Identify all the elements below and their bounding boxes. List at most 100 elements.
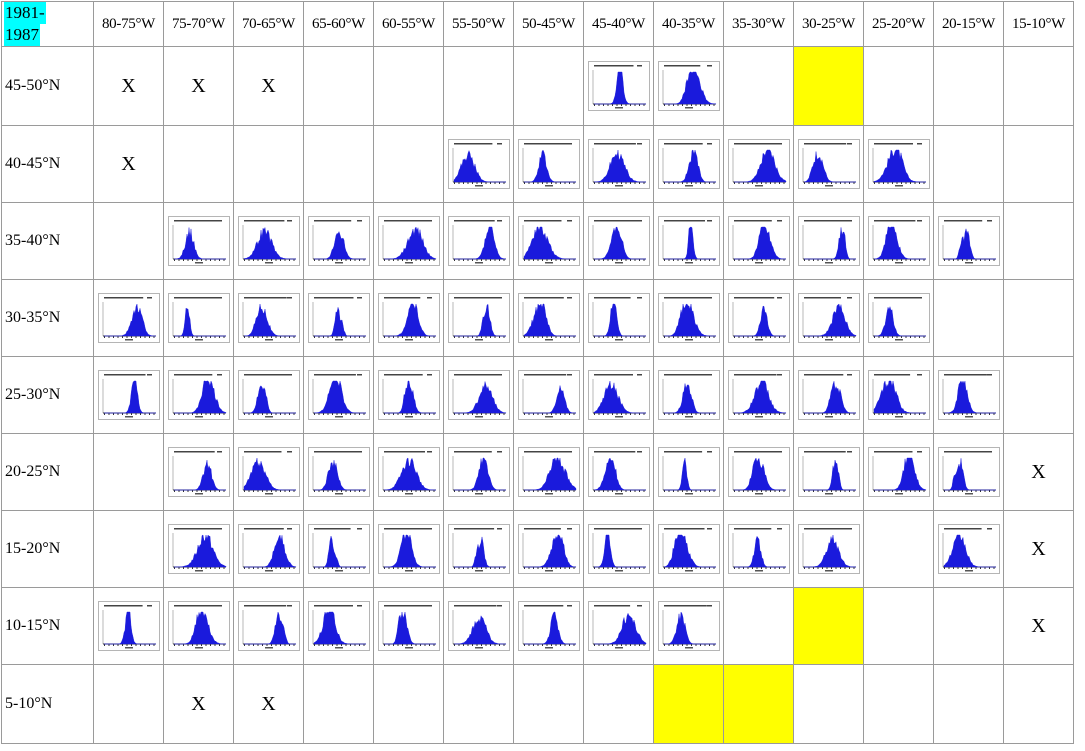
histogram-cell [863, 356, 934, 434]
histogram-cell [513, 125, 584, 203]
x-mark-cell: X [1003, 587, 1074, 665]
histogram-thumbnail [447, 524, 510, 574]
grid-row: 10-15°N X [1, 587, 1074, 665]
histogram-thumbnail [237, 293, 300, 343]
histogram-cell [793, 510, 864, 588]
histogram-cell [443, 433, 514, 511]
histogram-cell [583, 125, 654, 203]
empty-cell [303, 664, 374, 744]
histogram-cell [513, 202, 584, 280]
histogram-thumbnail [727, 447, 790, 497]
histogram-cell [303, 202, 374, 280]
grid-row: 5-10°N X X [1, 664, 1074, 744]
column-header: 70-65°W [233, 1, 304, 47]
histogram-thumbnail [657, 216, 720, 266]
grid-row: 40-45°N X [1, 125, 1074, 203]
empty-cell [1003, 46, 1074, 126]
x-mark: X [261, 74, 276, 97]
histogram-thumbnail [657, 139, 720, 189]
histogram-cell [443, 587, 514, 665]
histogram-thumbnail [587, 61, 650, 111]
empty-cell [933, 664, 1004, 744]
empty-cell [933, 125, 1004, 203]
column-header: 40-35°W [653, 1, 724, 47]
histogram-thumbnail [307, 524, 370, 574]
histogram-thumbnail [167, 524, 230, 574]
histogram-thumbnail [517, 216, 580, 266]
histogram-cell [933, 433, 1004, 511]
histogram-thumbnail [167, 293, 230, 343]
histogram-thumbnail [587, 293, 650, 343]
coverage-grid-table: 1981- 1987 80-75°W 75-70°W 70-65°W 65-60°W 6… [1, 1, 1074, 744]
histogram-cell [793, 125, 864, 203]
empty-cell [513, 46, 584, 126]
histogram-thumbnail [447, 293, 510, 343]
histogram-cell [723, 356, 794, 434]
row-header: 5-10°N [1, 664, 94, 744]
empty-cell [373, 46, 444, 126]
histogram-cell [163, 279, 234, 357]
histogram-thumbnail [797, 216, 860, 266]
empty-cell [93, 510, 164, 588]
histogram-cell [583, 46, 654, 126]
histogram-cell [653, 433, 724, 511]
histogram-cell [793, 356, 864, 434]
empty-cell [303, 46, 374, 126]
histogram-cell [93, 279, 164, 357]
histogram-cell [233, 202, 304, 280]
highlighted-cell [793, 46, 864, 126]
empty-cell [93, 664, 164, 744]
histogram-thumbnail [797, 139, 860, 189]
histogram-thumbnail [517, 524, 580, 574]
histogram-thumbnail [867, 370, 930, 420]
x-mark: X [191, 74, 206, 97]
histogram-cell [653, 587, 724, 665]
empty-cell [93, 433, 164, 511]
histogram-cell [583, 202, 654, 280]
empty-cell [723, 587, 794, 665]
histogram-cell [863, 202, 934, 280]
histogram-cell [653, 279, 724, 357]
histogram-thumbnail [237, 370, 300, 420]
empty-cell [863, 664, 934, 744]
histogram-cell [513, 356, 584, 434]
histogram-thumbnail [657, 524, 720, 574]
histogram-thumbnail [797, 447, 860, 497]
x-mark: X [191, 692, 206, 715]
histogram-cell [163, 356, 234, 434]
histogram-thumbnail [307, 293, 370, 343]
histogram-cell [653, 125, 724, 203]
x-mark-cell: X [163, 46, 234, 126]
histogram-cell [933, 510, 1004, 588]
row-header: 45-50°N [1, 46, 94, 126]
x-mark: X [121, 74, 136, 97]
histogram-cell [93, 356, 164, 434]
grid-row: 20-25°N X [1, 433, 1074, 511]
histogram-thumbnail [377, 524, 440, 574]
histogram-cell [513, 433, 584, 511]
histogram-thumbnail [307, 216, 370, 266]
row-header: 20-25°N [1, 433, 94, 511]
x-mark-cell: X [93, 125, 164, 203]
histogram-cell [583, 433, 654, 511]
histogram-cell [513, 587, 584, 665]
empty-cell [863, 510, 934, 588]
empty-cell [583, 664, 654, 744]
highlighted-cell [793, 587, 864, 665]
column-header: 60-55°W [373, 1, 444, 47]
empty-cell [443, 46, 514, 126]
empty-cell [93, 202, 164, 280]
x-mark-cell: X [93, 46, 164, 126]
histogram-thumbnail [307, 601, 370, 651]
histogram-thumbnail [937, 524, 1000, 574]
x-mark: X [1031, 460, 1046, 483]
column-header: 20-15°W [933, 1, 1004, 47]
empty-cell [163, 125, 234, 203]
histogram-thumbnail [937, 370, 1000, 420]
empty-cell [933, 46, 1004, 126]
histogram-thumbnail [727, 524, 790, 574]
histogram-thumbnail [237, 216, 300, 266]
grid-body: 45-50°N X X X 40-45°N X 35-40°N 30-35°N 25-30°N 2… [1, 46, 1074, 744]
histogram-thumbnail [937, 447, 1000, 497]
empty-cell [1003, 125, 1074, 203]
